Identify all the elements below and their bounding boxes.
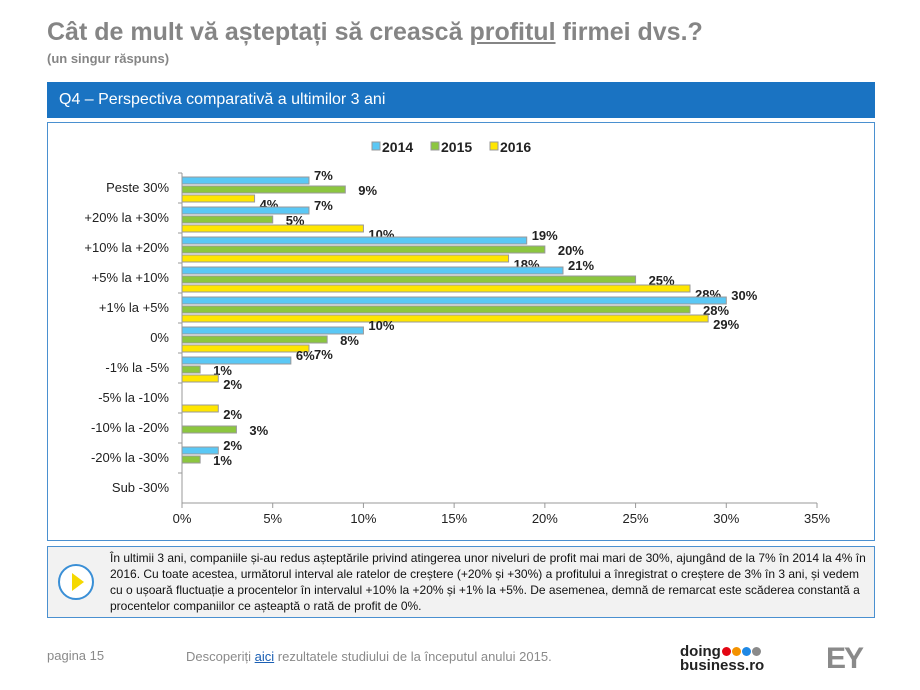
x-tick-label: 5% <box>263 511 282 526</box>
bar-2015 <box>181 335 328 344</box>
footnote-text: Descoperiți <box>186 649 255 664</box>
data-label: 19% <box>532 228 558 243</box>
x-tick-label: 25% <box>623 511 649 526</box>
bar-2016 <box>181 374 219 383</box>
data-label: 28% <box>703 303 729 318</box>
category-label: -10% la -20% <box>91 420 169 435</box>
summary-text: În ultimii 3 ani, companiile și-au redus… <box>110 551 866 613</box>
legend-swatch <box>430 141 440 151</box>
x-tick-label: 35% <box>804 511 830 526</box>
category-label: -5% la -10% <box>98 390 169 405</box>
data-label: 2% <box>223 438 242 453</box>
data-label: 7% <box>314 198 333 213</box>
bar-2015 <box>181 185 346 194</box>
data-label: 7% <box>314 168 333 183</box>
data-label: 3% <box>249 423 268 438</box>
ey-logo: EY <box>826 642 864 675</box>
bar-2016 <box>181 404 219 413</box>
data-label: 20% <box>558 243 584 258</box>
footnote: Descoperiți aici rezultatele studiului d… <box>186 649 552 664</box>
data-label: 8% <box>340 333 359 348</box>
data-label: 1% <box>213 363 232 378</box>
question-header: Q4 – Perspectiva comparativă a ultimilor… <box>47 82 875 118</box>
title-emphasis: profitul <box>469 18 556 46</box>
data-label: 9% <box>358 183 377 198</box>
data-label: 30% <box>731 288 757 303</box>
x-tick-label: 20% <box>532 511 558 526</box>
bar-2014 <box>181 326 364 335</box>
page-title: Cât de mult vă așteptați să crească prof… <box>47 18 703 47</box>
title-text: Cât de mult vă așteptați să crească <box>47 18 470 46</box>
category-label: 0% <box>150 330 169 345</box>
data-label: 25% <box>649 273 675 288</box>
data-label: 1% <box>213 453 232 468</box>
data-label: 6% <box>296 348 315 363</box>
x-tick-label: 30% <box>713 511 739 526</box>
legend-swatch <box>371 141 381 151</box>
data-label: 2% <box>223 377 242 392</box>
category-label: +20% la +30% <box>84 210 169 225</box>
bar-2015 <box>181 455 201 464</box>
bar-2016 <box>181 344 310 353</box>
bar-2015 <box>181 365 201 374</box>
category-label: +1% la +5% <box>99 300 170 315</box>
chart-container <box>47 122 875 541</box>
category-label: Peste 30% <box>106 180 169 195</box>
bar-2014 <box>181 236 528 245</box>
bar-2015 <box>181 305 691 314</box>
logo-dot <box>741 647 751 656</box>
bar-2014 <box>181 296 727 305</box>
data-label: 5% <box>286 213 305 228</box>
bar-2014 <box>181 446 219 455</box>
bar-2016 <box>181 284 691 293</box>
x-tick-label: 0% <box>173 511 192 526</box>
data-label: 10% <box>368 318 394 333</box>
bar-2015 <box>181 275 637 284</box>
logo-dot <box>721 647 731 656</box>
category-label: -1% la -5% <box>105 360 169 375</box>
bar-2014 <box>181 206 310 215</box>
category-label: +10% la +20% <box>84 240 169 255</box>
bar-2015 <box>181 215 274 224</box>
logo-dot <box>731 647 741 656</box>
bar-2016 <box>181 194 256 203</box>
footnote-text-end: rezultatele studiului de la începutul an… <box>274 649 552 664</box>
category-label: Sub -30% <box>112 480 170 495</box>
page-number: pagina 15 <box>47 648 105 663</box>
legend-swatch <box>489 141 499 151</box>
title-text-end: firmei dvs.? <box>555 18 703 46</box>
category-label: -20% la -30% <box>91 450 169 465</box>
bar-2014 <box>181 356 292 365</box>
bar-2015 <box>181 425 237 434</box>
subtitle: (un singur răspuns) <box>47 51 170 66</box>
bar-2015 <box>181 245 546 254</box>
data-label: 21% <box>568 258 594 273</box>
category-label: +5% la +10% <box>92 270 170 285</box>
legend-label: 2016 <box>500 139 531 155</box>
doingbusiness-logo: doing business.ro <box>680 643 765 674</box>
aici-link[interactable]: aici <box>254 649 275 664</box>
summary-box: În ultimii 3 ani, companiile și-au redus… <box>47 546 875 618</box>
bar-2016 <box>181 254 510 263</box>
legend-label: 2015 <box>441 139 472 155</box>
bar-2016 <box>181 314 709 323</box>
data-label: 7% <box>314 347 333 362</box>
data-label: 2% <box>223 407 242 422</box>
play-arrow-icon <box>58 564 94 600</box>
legend-label: 2014 <box>382 139 413 155</box>
x-tick-label: 15% <box>441 511 467 526</box>
logo-dot <box>751 647 761 656</box>
bar-2016 <box>181 224 364 233</box>
x-tick-label: 10% <box>350 511 376 526</box>
bar-2014 <box>181 266 564 275</box>
data-label: 29% <box>713 317 739 332</box>
bar-2014 <box>181 176 310 185</box>
